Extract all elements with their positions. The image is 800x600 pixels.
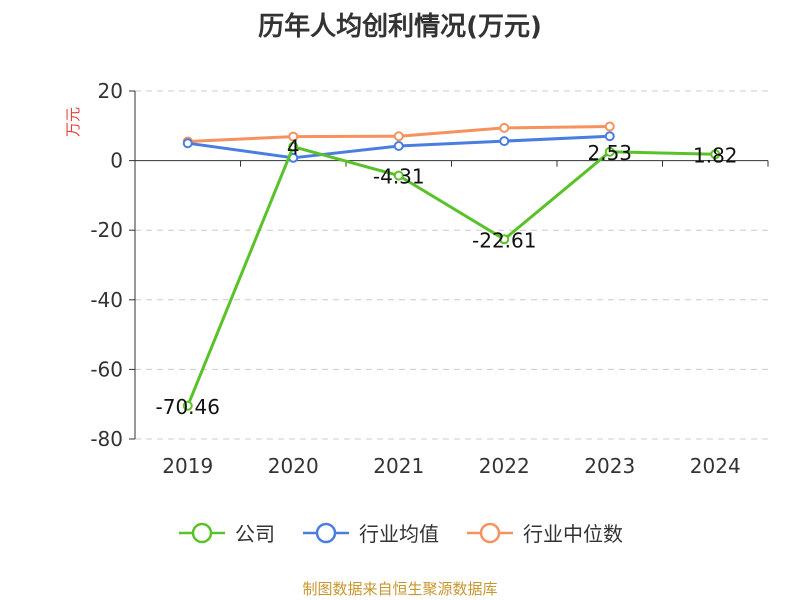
data-point bbox=[499, 122, 510, 133]
data-point bbox=[499, 234, 510, 245]
chart-title: 历年人均创利情况(万元) bbox=[258, 12, 542, 42]
data-point bbox=[288, 141, 299, 152]
data-point bbox=[288, 131, 299, 142]
series-lines bbox=[182, 121, 721, 411]
data-label: 2.53 bbox=[587, 141, 632, 165]
x-tick-label: 2024 bbox=[690, 454, 741, 478]
data-point bbox=[182, 138, 193, 149]
data-label: -70.46 bbox=[156, 395, 220, 419]
legend-swatch-icon bbox=[303, 522, 349, 543]
x-tick-label: 2019 bbox=[162, 454, 213, 478]
data-point bbox=[604, 131, 615, 142]
y-tick-label: -80 bbox=[90, 427, 123, 451]
data-point bbox=[393, 170, 404, 181]
legend: 公司 行业均值 行业中位数 bbox=[0, 518, 800, 547]
legend-swatch-icon bbox=[179, 522, 225, 543]
data-point bbox=[499, 136, 510, 147]
data-point bbox=[393, 131, 404, 142]
source-note: 制图数据来自恒生聚源数据库 bbox=[302, 580, 498, 598]
legend-label: 行业均值 bbox=[359, 522, 439, 546]
data-label: 4 bbox=[287, 136, 300, 160]
y-tick-label: -40 bbox=[90, 288, 123, 312]
y-tick-label: 20 bbox=[98, 79, 123, 103]
x-tick-label: 2022 bbox=[479, 454, 530, 478]
legend-label: 公司 bbox=[235, 522, 275, 546]
series-line-0 bbox=[186, 145, 716, 407]
y-tick-label: -60 bbox=[90, 357, 123, 381]
data-label: 1.82 bbox=[693, 143, 738, 167]
legend-item[interactable]: 行业均值 bbox=[301, 518, 439, 547]
legend-item[interactable]: 公司 bbox=[177, 518, 275, 547]
x-tick-label: 2020 bbox=[268, 454, 319, 478]
y-axis-title: 万元 bbox=[64, 107, 82, 137]
axes: 20 0 -20 -40 -60 -80 2019 2020 2021 2022 2023 2024 bbox=[90, 79, 769, 478]
x-tick-label: 2021 bbox=[373, 454, 424, 478]
x-tick-label: 2023 bbox=[584, 454, 635, 478]
data-point bbox=[604, 146, 615, 157]
data-point bbox=[393, 140, 404, 151]
data-point bbox=[710, 149, 721, 160]
legend-item[interactable]: 行业中位数 bbox=[465, 518, 623, 547]
y-tick-label: 0 bbox=[110, 149, 123, 173]
data-label: -4.31 bbox=[373, 165, 425, 189]
data-label: -22.61 bbox=[472, 228, 536, 252]
data-labels: -70.46 4 -4.31 -22.61 2.53 1.82 bbox=[156, 136, 738, 419]
legend-label: 行业中位数 bbox=[523, 522, 623, 546]
data-point bbox=[182, 400, 193, 411]
data-point bbox=[604, 121, 615, 132]
y-tick-label: -20 bbox=[90, 218, 123, 242]
legend-swatch-icon bbox=[467, 522, 513, 543]
